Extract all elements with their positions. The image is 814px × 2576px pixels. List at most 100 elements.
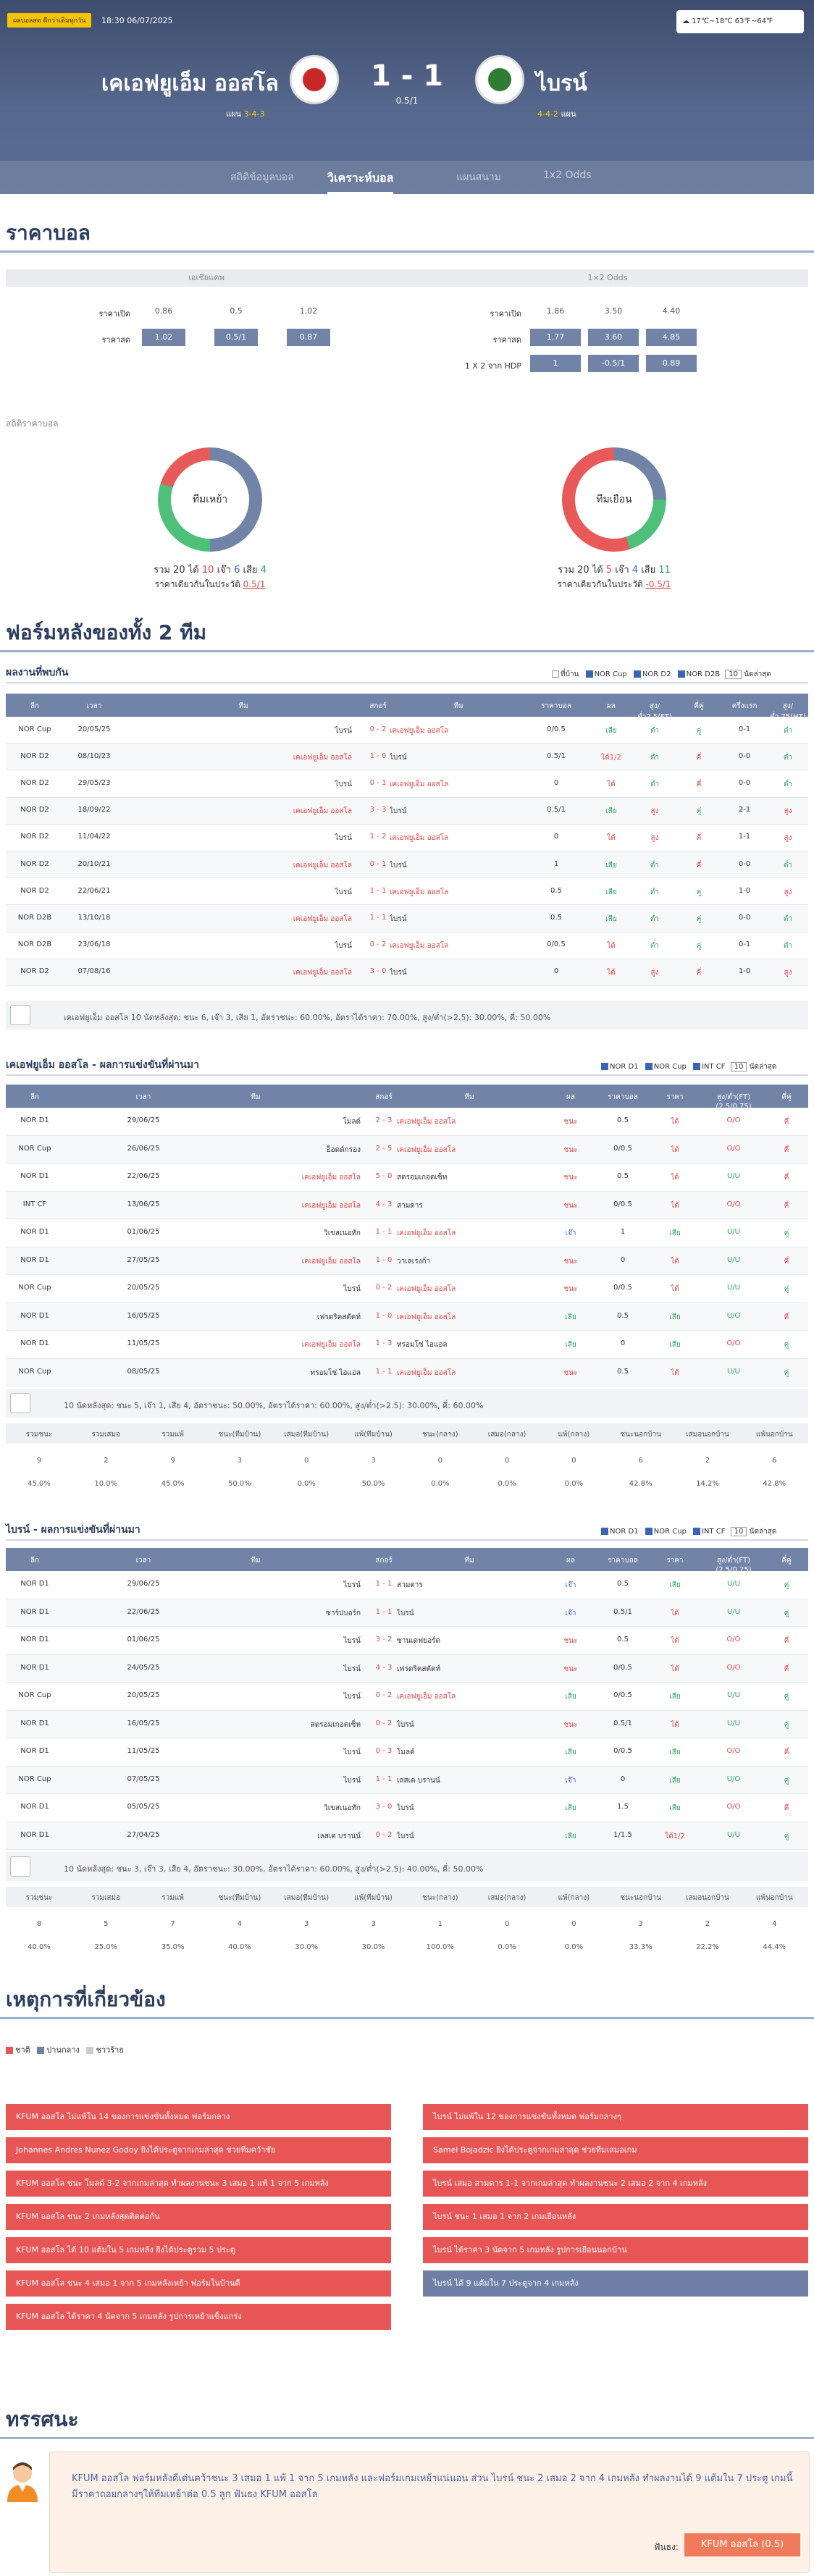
stat-cell: 50.0%: [228, 1480, 251, 1488]
home-team-crest-icon[interactable]: [290, 55, 339, 104]
table-cell: 26/06/25: [127, 1144, 160, 1153]
table-row[interactable]: NOR D2 18/09/22 เคเอฟยูเอ็ม ออสโล 3 - 3 ไบรน…: [6, 797, 808, 825]
checkbox[interactable]: [677, 670, 685, 678]
table-cell: O/O: [726, 1339, 741, 1348]
table-row[interactable]: NOR D2 29/05/23 ไบรน์ 0 - 1 เคเอฟยูเอ็ม ออสโ…: [6, 770, 808, 798]
table-cell: เคเอฟยูเอ็ม ออสโล: [390, 942, 449, 951]
checkbox[interactable]: [585, 670, 593, 678]
table-cell: 1 - 0: [375, 1255, 393, 1264]
checkbox[interactable]: [552, 670, 559, 678]
table-cell: 0-1: [738, 940, 751, 949]
stat-cell: 40.0%: [28, 1943, 51, 1951]
away-team-crest-icon[interactable]: [475, 55, 524, 104]
stat-cell: ชนะ(กลาง): [422, 1894, 458, 1902]
table-row[interactable]: NOR D1 11/05/25 เคเอฟยูเอ็ม ออสโล 1 - 3 ทรอม…: [6, 1331, 808, 1359]
table-row[interactable]: NOR Cup 20/05/25 ไบรน์ 0 - 2 เคเอฟยูเอ็ม ออส…: [6, 1683, 808, 1711]
table-cell: 22/06/25: [127, 1607, 160, 1616]
table-row[interactable]: NOR D2B 23/06/18 ไบรน์ 0 - 2 เคเอฟยูเอ็ม ออส…: [6, 933, 808, 959]
event-item: ไบรน์ ได้ราคา 3 นัดจาก 5 เกมหลัง รูปการเ…: [423, 2237, 808, 2263]
table-cell: 3 - 0: [375, 1803, 393, 1811]
away-team-name[interactable]: ไบรน์: [536, 71, 587, 96]
table-row[interactable]: NOR D1 01/06/25 ไบรน์ 3 - 2 ซานเดฟยอร์ด ชนะ 0.…: [6, 1627, 808, 1655]
table-row[interactable]: NOR D1 01/06/25 วิเขสเนอทัก 1 - 1 เคเอฟยูเอ็…: [6, 1219, 808, 1247]
table-cell: สูง: [784, 834, 792, 843]
table-row[interactable]: NOR Cup 20/05/25 ไบรน์ 0 - 2 เคเอฟยูเอ็ม ออส…: [6, 1275, 808, 1303]
stat-cell: เสมอนอกบ้าน: [686, 1431, 729, 1439]
tab-1x2-odds[interactable]: 1x2 Odds: [543, 169, 592, 181]
table-row[interactable]: NOR D2B 13/10/18 เคเอฟยูเอ็ม ออสโล 1 - 1 ไบร…: [6, 905, 808, 933]
table-row[interactable]: NOR D2 22/06/21 ไบรน์ 1 - 1 เคเอฟยูเอ็ม ออสโ…: [6, 878, 808, 906]
table-cell: O/O: [726, 1200, 741, 1208]
table-cell: ได้: [607, 942, 616, 951]
table-row[interactable]: NOR D1 05/05/25 วิเขสเนอทัก 3 - 0 ไบรน์ เสีย 1…: [6, 1794, 808, 1822]
table-cell: 23/06/18: [77, 940, 111, 949]
table-cell: ต่ำ: [783, 942, 793, 951]
stat-cell: 3: [371, 1920, 376, 1928]
column-header: ผล: [607, 702, 616, 710]
checkbox[interactable]: [601, 1063, 608, 1070]
match-handicap: 0.5/1: [395, 96, 419, 106]
table-cell: เลสเต บรานน์: [317, 1832, 361, 1840]
odds-cell: 0.87: [287, 329, 330, 346]
event-item: KFUM ออสโล ได้ 10 แต้มใน 5 เกมหลัง ยิงได…: [6, 2237, 391, 2263]
table-cell: คู่: [784, 1776, 789, 1785]
table-row[interactable]: INT CF 13/06/25 เคเอฟยูเอ็ม ออสโล 4 - 3 สามด…: [6, 1191, 808, 1219]
table-cell: คี่: [696, 780, 702, 788]
table-row[interactable]: NOR Cup 20/05/25 ไบรน์ 0 - 2 เคเอฟยูเอ็ม ออส…: [6, 717, 808, 744]
table-row[interactable]: NOR D2 08/10/23 เคเอฟยูเอ็ม ออสโล 1 - 0 ไบรน…: [6, 744, 808, 771]
tab-stats[interactable]: สถิติข้อมูลบอล: [230, 172, 294, 183]
table-cell: เสีย: [605, 807, 617, 816]
divider: [0, 251, 814, 253]
checkbox[interactable]: [645, 1528, 653, 1535]
home-team-name[interactable]: เคเอฟยูเอ็ม ออสโล: [101, 71, 279, 96]
table-row[interactable]: NOR Cup 07/05/25 ไบรน์ 1 - 1 เลสเต บรานน์ เจ๊…: [6, 1766, 808, 1794]
table-row[interactable]: NOR D1 11/05/25 ไบรน์ 0 - 3 โมลด์ เสีย 0/0.5 เส…: [6, 1738, 808, 1767]
checkbox[interactable]: [645, 1063, 653, 1070]
table-cell: เฟรดริคสตัดท์: [316, 1313, 361, 1321]
away-recent-summary: 10 นัดหลังสุด: ชนะ 3, เจ๊า 3, เสีย 4, อั…: [6, 1852, 808, 1881]
table-cell: เคเอฟยูเอ็ม ออสโล: [293, 969, 352, 977]
stat-cell: ชนะ(กลาง): [422, 1431, 458, 1439]
table-cell: ไบรน์: [335, 834, 352, 843]
tab-analysis[interactable]: วิเคราะห์บอล: [327, 169, 394, 194]
table-cell: เคเอฟยูเอ็ม ออสโล: [301, 1341, 361, 1350]
site-badge[interactable]: ผลบอลสด ดีกว่าเดิมทุกวัน: [7, 13, 92, 28]
table-cell: เคเอฟยูเอ็ม ออสโล: [293, 753, 352, 762]
event-item: KFUM ออสโล ชนะ 4 เสมอ 1 จาก 5 เกมหลังเหย…: [6, 2270, 391, 2297]
count-select[interactable]: 10: [725, 670, 742, 679]
table-row[interactable]: NOR D1 27/05/25 เคเอฟยูเอ็ม ออสโล 1 - 0 วาเล…: [6, 1247, 808, 1275]
table-cell: 1.5: [617, 1803, 629, 1811]
table-row[interactable]: NOR D1 22/06/25 ซาร์ปบอร์ก 1 - 1 ไบรน์ เจ๊า 0.…: [6, 1599, 808, 1627]
table-row[interactable]: NOR D1 29/06/25 โมลด์ 2 - 3 เคเอฟยูเอ็ม ออสโ…: [6, 1108, 808, 1136]
table-cell: ชนะ: [563, 1201, 578, 1210]
table-row[interactable]: NOR Cup 26/06/25 อ็อดด์กรอง 2 - 5 เคเอฟยูเอ็…: [6, 1135, 808, 1163]
table-row[interactable]: NOR D1 16/05/25 สตรอมเกอตเซ็ท 0 - 2 ไบรน์ ชนะ…: [6, 1710, 808, 1738]
table-row[interactable]: NOR D1 22/06/25 เคเอฟยูเอ็ม ออสโล 5 - 0 สตรอ…: [6, 1163, 808, 1192]
table-cell: คู่: [696, 807, 702, 816]
table-row[interactable]: NOR D1 27/04/25 เลสเต บรานน์ 0 - 2 ไบรน์ เสีย…: [6, 1822, 808, 1850]
table-cell: 29/06/25: [127, 1116, 160, 1125]
table-row[interactable]: NOR D1 16/05/25 เฟรดริคสตัดท์ 1 - 0 เคเอฟยูเ…: [6, 1302, 808, 1331]
table-cell: คี่: [696, 753, 702, 762]
checkbox[interactable]: [693, 1063, 701, 1070]
checkbox[interactable]: [693, 1528, 701, 1535]
table-row[interactable]: NOR Cup 08/05/25 ทรอมโซ่ ไอแอล 1 - 1 เคเอฟยู…: [6, 1358, 808, 1386]
checkbox[interactable]: [601, 1528, 608, 1535]
table-cell: ได้: [607, 969, 616, 977]
table-cell: โมลด์: [343, 1118, 361, 1127]
stat-cell: 0: [504, 1920, 510, 1928]
count-select[interactable]: 10: [730, 1527, 747, 1536]
checkbox[interactable]: [633, 670, 641, 678]
table-row[interactable]: NOR D1 29/06/25 ไบรน์ 1 - 1 สามดาร เจ๊า 0.5 เสี…: [6, 1571, 808, 1599]
table-cell: คี่: [784, 1201, 789, 1210]
table-row[interactable]: NOR D1 24/05/25 ไบรน์ 4 - 3 เฟรดริคสตัดท์ ชนะ…: [6, 1654, 808, 1683]
table-row[interactable]: NOR D2 20/10/21 เคเอฟยูเอ็ม ออสโล 0 - 1 ไบรน…: [6, 851, 808, 879]
table-row[interactable]: NOR D2 07/08/16 เคเอฟยูเอ็ม ออสโล 3 - 0 ไบรน…: [6, 959, 808, 986]
tab-lineup[interactable]: แผนสนาม: [456, 172, 502, 183]
table-cell: 0/0.5: [613, 1663, 632, 1672]
column-header: ทีม: [251, 1557, 261, 1565]
count-select[interactable]: 10: [730, 1062, 747, 1072]
stat-cell: 33.3%: [629, 1943, 653, 1951]
table-row[interactable]: NOR D2 11/04/22 ไบรน์ 1 - 2 เคเอฟยูเอ็ม ออสโ…: [6, 825, 808, 851]
table-cell: 0/0.5: [613, 1284, 632, 1292]
